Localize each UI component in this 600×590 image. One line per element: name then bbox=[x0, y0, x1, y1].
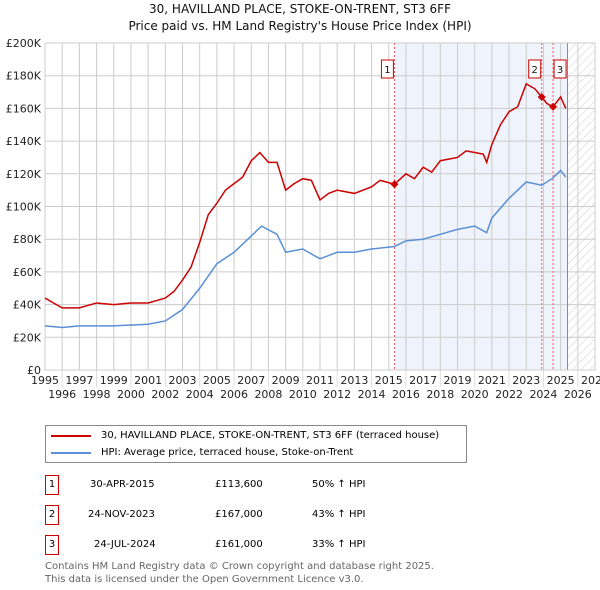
x-tick-label: 2018 bbox=[426, 388, 454, 401]
x-tick-label: 2023 bbox=[512, 374, 540, 387]
legend-label-hpi: HPI: Average price, terraced house, Stok… bbox=[101, 447, 354, 458]
y-tick-label: £100K bbox=[6, 201, 42, 214]
x-tick-label: 2011 bbox=[306, 374, 334, 387]
legend-label-property: 30, HAVILLAND PLACE, STOKE-ON-TRENT, ST3… bbox=[101, 430, 440, 441]
footer: Contains HM Land Registry data © Crown c… bbox=[45, 560, 434, 586]
plot-frame bbox=[44, 42, 596, 371]
sale-hpi: 43% ↑ HPI bbox=[312, 509, 366, 520]
y-tick-label: £120K bbox=[6, 168, 42, 181]
sale-price: £161,000 bbox=[215, 539, 263, 550]
x-tick-label: 2019 bbox=[444, 374, 472, 387]
y-tick-label: £20K bbox=[13, 331, 42, 344]
x-tick-label: 1999 bbox=[100, 374, 128, 387]
x-tick-label: 2027 bbox=[581, 374, 600, 387]
sale-point bbox=[390, 180, 399, 189]
footer-line-1: Contains HM Land Registry data © Crown c… bbox=[45, 561, 434, 572]
sale-marker-label: 1 bbox=[384, 65, 390, 76]
chart-subtitle: Price paid vs. HM Land Registry's House … bbox=[128, 19, 472, 33]
y-tick-label: £180K bbox=[6, 70, 42, 83]
sale-point bbox=[549, 102, 558, 111]
sale-marker-label: 3 bbox=[557, 65, 563, 76]
x-tick-label: 1997 bbox=[65, 374, 93, 387]
y-tick-label: £40K bbox=[13, 299, 42, 312]
x-tick-label: 2017 bbox=[409, 374, 437, 387]
legend: 30, HAVILLAND PLACE, STOKE-ON-TRENT, ST3… bbox=[45, 425, 467, 463]
y-tick-label: £200K bbox=[6, 37, 42, 50]
sale-row: 3 24-JUL-2024 £161,000 33% ↑ HPI bbox=[45, 535, 445, 555]
sale-marker-box bbox=[553, 59, 567, 79]
sale-price: £113,600 bbox=[215, 479, 263, 490]
x-tick-label: 2015 bbox=[375, 374, 403, 387]
sale-hpi: 33% ↑ HPI bbox=[312, 539, 366, 550]
property-line bbox=[44, 82, 567, 309]
x-tick-label: 2007 bbox=[237, 374, 265, 387]
x-tick-label: 2022 bbox=[495, 388, 523, 401]
sale-date: 24-JUL-2024 bbox=[94, 539, 156, 550]
sale-marker-label: 3 bbox=[45, 535, 59, 555]
x-tick-label: 2009 bbox=[272, 374, 300, 387]
x-tick-label: 2001 bbox=[134, 374, 162, 387]
sale-date: 30-APR-2015 bbox=[90, 479, 155, 490]
sale-marker-box bbox=[528, 59, 542, 79]
x-tick-label: 2013 bbox=[340, 374, 368, 387]
x-tick-label: 1995 bbox=[31, 374, 59, 387]
sale-marker-label: 2 bbox=[532, 65, 538, 76]
price-chart: 1995199619971998199920002001200220032004… bbox=[6, 37, 600, 401]
legend-swatch-property bbox=[51, 434, 91, 437]
hpi-line bbox=[44, 169, 567, 329]
y-tick-label: £0 bbox=[27, 364, 41, 377]
sale-row: 1 30-APR-2015 £113,600 50% ↑ HPI bbox=[45, 475, 445, 495]
y-tick-label: £140K bbox=[6, 135, 42, 148]
x-tick-label: 2026 bbox=[564, 388, 592, 401]
x-tick-label: 2021 bbox=[478, 374, 506, 387]
sale-marker-label: 2 bbox=[45, 505, 59, 525]
chart-title: 30, HAVILLAND PLACE, STOKE-ON-TRENT, ST3… bbox=[149, 2, 451, 16]
x-tick-label: 2008 bbox=[254, 388, 282, 401]
x-tick-label: 2024 bbox=[529, 388, 557, 401]
y-tick-label: £80K bbox=[13, 233, 42, 246]
x-tick-label: 1998 bbox=[83, 388, 111, 401]
x-tick-label: 2016 bbox=[392, 388, 420, 401]
x-tick-label: 2002 bbox=[151, 388, 179, 401]
x-tick-label: 2014 bbox=[358, 388, 386, 401]
x-tick-label: 2003 bbox=[169, 374, 197, 387]
footer-line-2: This data is licensed under the Open Gov… bbox=[45, 574, 364, 585]
sale-hpi: 50% ↑ HPI bbox=[312, 479, 366, 490]
legend-swatch-hpi bbox=[51, 451, 91, 454]
sale-marker-label: 1 bbox=[45, 475, 59, 495]
y-tick-label: £160K bbox=[6, 102, 42, 115]
x-tick-label: 1996 bbox=[48, 388, 76, 401]
x-tick-label: 2025 bbox=[547, 374, 575, 387]
x-tick-label: 2012 bbox=[323, 388, 351, 401]
x-tick-label: 2010 bbox=[289, 388, 317, 401]
y-tick-label: £60K bbox=[13, 266, 42, 279]
x-tick-label: 2006 bbox=[220, 388, 248, 401]
x-tick-label: 2005 bbox=[203, 374, 231, 387]
x-tick-label: 2004 bbox=[186, 388, 214, 401]
sale-row: 2 24-NOV-2023 £167,000 43% ↑ HPI bbox=[45, 505, 445, 525]
sale-date: 24-NOV-2023 bbox=[88, 509, 155, 520]
x-tick-label: 2020 bbox=[461, 388, 489, 401]
sale-price: £167,000 bbox=[215, 509, 263, 520]
sale-point bbox=[537, 92, 546, 101]
x-tick-label: 2000 bbox=[117, 388, 145, 401]
sale-marker-box bbox=[380, 59, 394, 79]
